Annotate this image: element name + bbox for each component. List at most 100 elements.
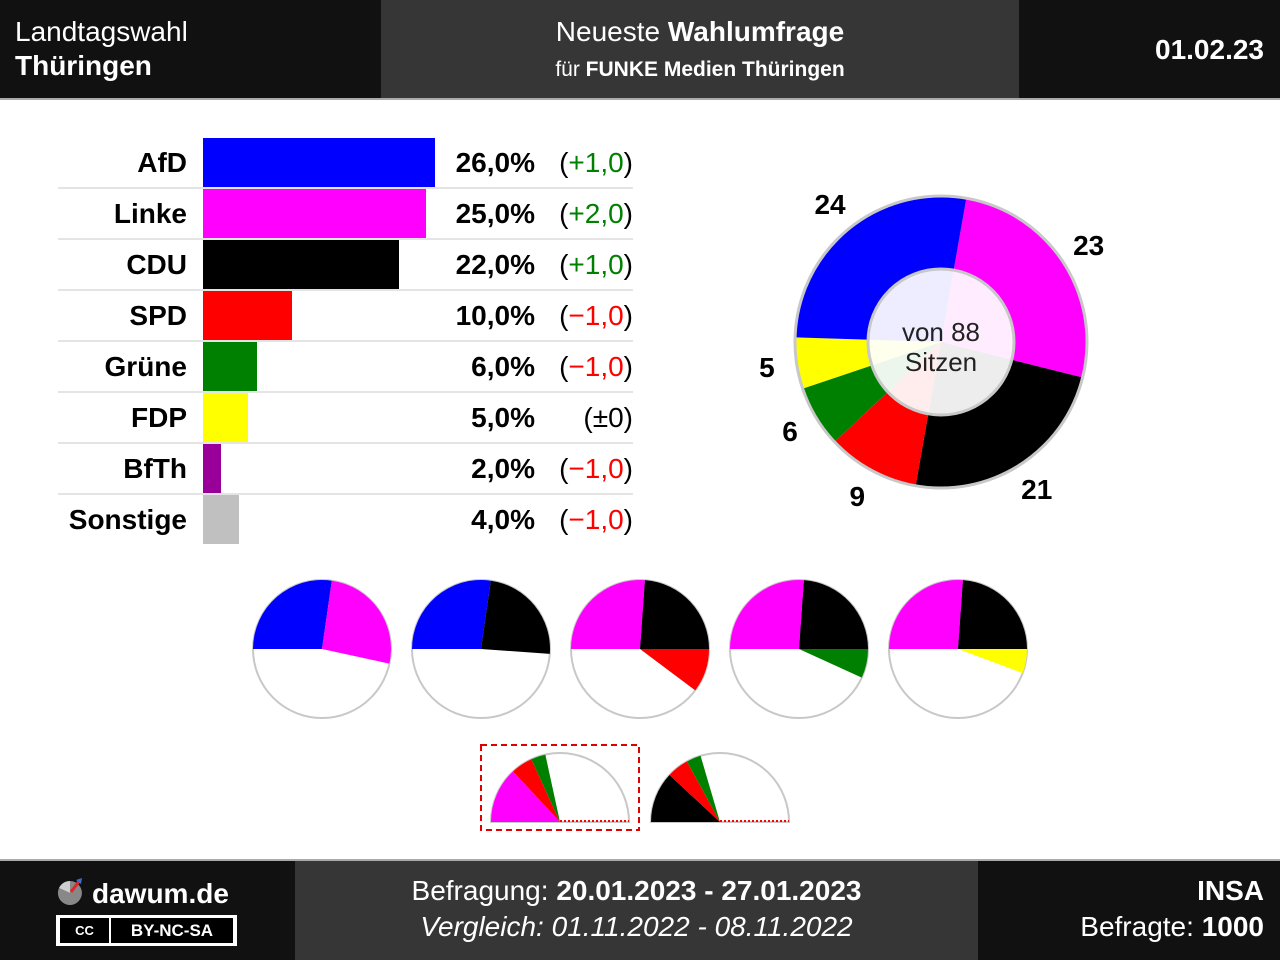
party-value: 5,0% <box>471 402 535 433</box>
site-name[interactable]: dawum.de <box>92 878 229 909</box>
party-value: 6,0% <box>471 351 535 382</box>
title-line: Neueste Wahlumfrage <box>381 16 1019 48</box>
party-name: Grüne <box>104 351 187 382</box>
header-date: 01.02.23 <box>1019 0 1280 98</box>
party-change: (±0) <box>583 402 633 433</box>
party-change: (+1,0) <box>559 147 633 178</box>
party-row: AfD 26,0% (+1,0) <box>58 138 633 189</box>
party-value: 10,0% <box>455 300 535 331</box>
coalition-slice <box>531 754 560 822</box>
party-name: AfD <box>137 147 187 178</box>
coalition-slice <box>799 649 868 678</box>
party-row: Sonstige 4,0% (−1,0) <box>58 495 633 546</box>
coalition-slice <box>640 580 709 649</box>
party-row: Linke 25,0% (+2,0) <box>58 189 633 240</box>
party-row: BfTh 2,0% (−1,0) <box>58 444 633 495</box>
coalition-slice <box>669 761 720 822</box>
party-name: SPD <box>129 300 187 331</box>
dawum-logo-icon <box>57 878 82 905</box>
header-divider <box>0 98 1280 100</box>
party-bar <box>203 342 257 391</box>
survey-period: 20.01.2023 - 27.01.2023 <box>556 875 862 906</box>
party-change: (+2,0) <box>559 198 633 229</box>
coalition-chart <box>649 752 791 823</box>
majority-highlight-frame <box>480 744 640 831</box>
party-value: 4,0% <box>471 504 535 535</box>
coalition-chart <box>729 579 869 719</box>
coalition-slice <box>958 649 1027 674</box>
party-change: (−1,0) <box>559 351 633 382</box>
donut-center-line1: von 88 <box>902 317 980 347</box>
party-name: FDP <box>131 402 187 433</box>
survey-line: Befragung: 20.01.2023 - 27.01.2023 <box>295 875 978 907</box>
coalition-slice <box>640 649 709 691</box>
client-line: für FUNKE Medien Thüringen <box>381 48 1019 92</box>
license-badge[interactable]: CC BY-NC-SA <box>56 915 237 946</box>
coalition-charts <box>252 579 1028 831</box>
footer-periods: Befragung: 20.01.2023 - 27.01.2023 Vergl… <box>295 861 978 960</box>
coalition-chart <box>570 579 710 719</box>
party-name: BfTh <box>123 453 187 484</box>
party-row: Grüne 6,0% (−1,0) <box>58 342 633 393</box>
seat-count-label: 24 <box>814 189 846 221</box>
coalition-chart <box>252 579 392 719</box>
compare-label: Vergleich: <box>420 911 544 942</box>
footer-divider <box>0 859 1280 861</box>
party-bar <box>203 393 248 442</box>
client-prefix: für <box>555 58 580 81</box>
party-change: (−1,0) <box>559 504 633 535</box>
party-name: Sonstige <box>68 504 187 535</box>
coalition-chart <box>411 579 551 719</box>
coalition-slice <box>730 579 804 649</box>
party-bar <box>203 444 221 493</box>
header-election: Landtagswahl Thüringen <box>0 0 381 98</box>
party-value: 26,0% <box>455 147 535 178</box>
party-bar <box>203 138 435 187</box>
party-row: SPD 10,0% (−1,0) <box>58 291 633 342</box>
cc-icon: CC <box>60 918 109 943</box>
election-region: Thüringen <box>15 50 152 81</box>
coalition-slice <box>799 580 868 649</box>
respondents-label: Befragte: <box>1080 911 1194 942</box>
party-name: Linke <box>113 198 187 229</box>
footer-institute: INSA Befragte: 1000 <box>978 861 1280 960</box>
election-type: Landtagswahl <box>15 16 188 47</box>
coalition-slice <box>253 580 332 649</box>
coalition-slice <box>322 580 391 664</box>
license-text: BY-NC-SA <box>111 918 233 943</box>
party-value: 2,0% <box>471 453 535 484</box>
coalition-slice <box>651 774 720 822</box>
seat-count-label: 21 <box>1021 473 1053 505</box>
survey-label: Befragung: <box>411 875 549 906</box>
party-value: 25,0% <box>455 198 535 229</box>
donut-hole <box>866 267 1016 417</box>
coalition-slice <box>889 579 963 649</box>
party-bar <box>203 291 293 340</box>
party-row: FDP 5,0% (±0) <box>58 393 633 444</box>
seat-count-label: 6 <box>782 416 798 448</box>
title-bold: Wahlumfrage <box>667 16 845 47</box>
respondents-line: Befragte: 1000 <box>978 911 1264 943</box>
party-bar <box>203 189 427 238</box>
institute-name: INSA <box>1197 875 1264 906</box>
party-change: (−1,0) <box>559 300 633 331</box>
party-bar <box>203 240 400 289</box>
coalition-slice <box>512 759 560 822</box>
coalition-slice <box>412 580 491 649</box>
coalition-slice <box>491 771 560 822</box>
footer-branding: dawum.de CC BY-NC-SA <box>0 861 295 960</box>
donut-center-line2: Sitzen <box>905 347 977 377</box>
seat-count-label: 23 <box>1073 230 1105 262</box>
compare-line: Vergleich: 01.11.2022 - 08.11.2022 <box>295 911 978 943</box>
header-title: Neueste Wahlumfrage für FUNKE Medien Thü… <box>381 0 1019 98</box>
coalition-slice <box>958 580 1027 649</box>
coalition-slice <box>686 755 720 822</box>
coalition-slice <box>571 579 645 649</box>
donut-outline <box>793 194 1089 490</box>
seat-count-label: 5 <box>759 351 775 383</box>
coalition-chart <box>888 579 1028 719</box>
coalition-slice <box>481 580 551 654</box>
compare-period: 01.11.2022 - 08.11.2022 <box>551 911 853 942</box>
seat-count-label: 9 <box>849 480 866 512</box>
